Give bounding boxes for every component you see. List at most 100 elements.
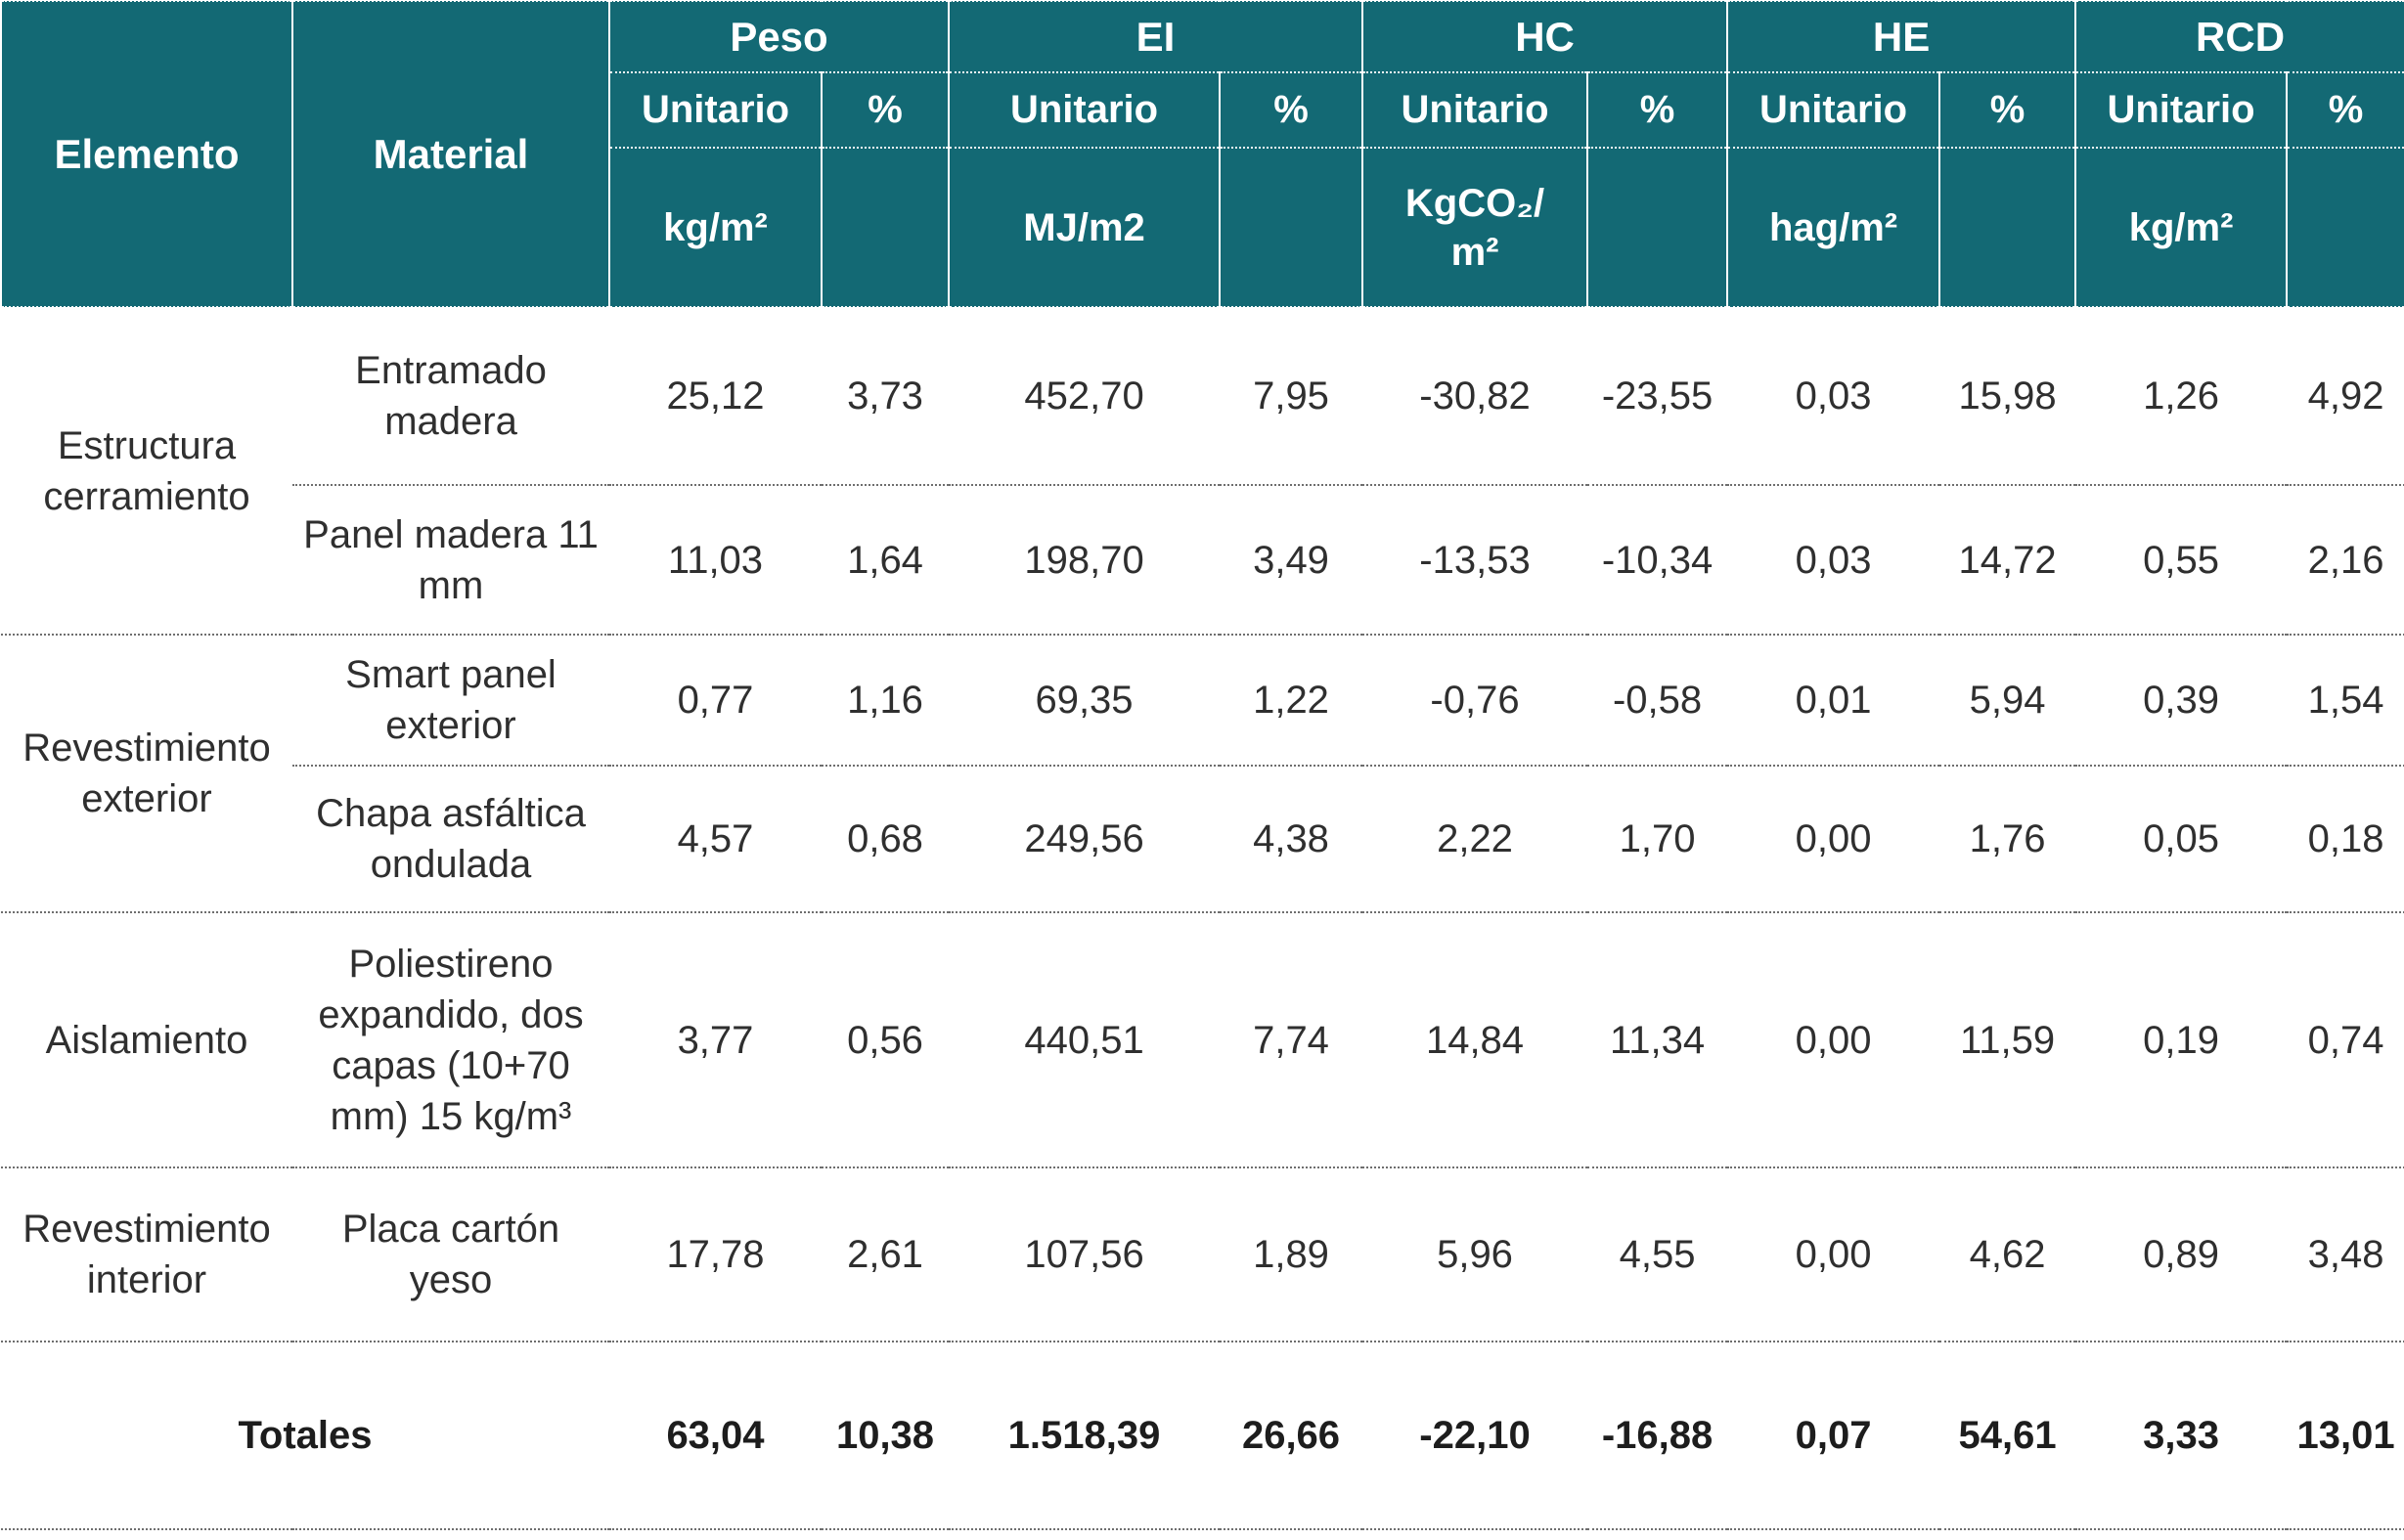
subheader-unitario-hc: Unitario bbox=[1361, 71, 1589, 148]
value-cell: -0,58 bbox=[1587, 634, 1728, 766]
totals-value-cell: 54,61 bbox=[1939, 1341, 2076, 1530]
header-row-sub: Unitario % Unitario % Unitario % Unitari… bbox=[1, 71, 2404, 148]
value-cell: 198,70 bbox=[949, 484, 1221, 635]
value-cell: 3,49 bbox=[1220, 484, 1363, 635]
value-cell: 1,70 bbox=[1587, 765, 1728, 912]
value-cell: 0,89 bbox=[2075, 1166, 2288, 1342]
totals-value-cell: -16,88 bbox=[1587, 1341, 1728, 1530]
group-header-peso: Peso bbox=[607, 0, 951, 72]
element-cell: Aislamiento bbox=[1, 911, 292, 1167]
unit-he-percent-empty bbox=[1938, 147, 2077, 308]
value-cell: 4,38 bbox=[1220, 765, 1363, 912]
value-cell: 15,98 bbox=[1939, 307, 2076, 485]
element-cell: Estructura cerramiento bbox=[1, 307, 292, 635]
element-cell: Revestimiento exterior bbox=[1, 634, 292, 912]
unit-peso: kg/m² bbox=[608, 147, 823, 308]
subheader-percent-he: % bbox=[1938, 71, 2077, 148]
subheader-percent-peso: % bbox=[820, 71, 951, 148]
material-cell: Chapa asfáltica ondulada bbox=[292, 765, 609, 912]
material-cell: Entramado madera bbox=[292, 307, 609, 485]
value-cell: 14,84 bbox=[1362, 911, 1588, 1167]
table-header: Elemento Material Peso EI HC HE RCD Unit… bbox=[0, 0, 2404, 308]
subheader-percent-hc: % bbox=[1586, 71, 1729, 148]
subheader-percent-rcd: % bbox=[2286, 71, 2404, 148]
unit-ei: MJ/m2 bbox=[948, 147, 1222, 308]
value-cell: 11,59 bbox=[1939, 911, 2076, 1167]
value-cell: 4,57 bbox=[609, 765, 822, 912]
value-cell: 0,68 bbox=[822, 765, 950, 912]
totals-value-cell: 3,33 bbox=[2075, 1341, 2288, 1530]
value-cell: 5,96 bbox=[1362, 1166, 1588, 1342]
table-row: Panel madera 11 mm 11,03 1,64 198,70 3,4… bbox=[1, 484, 2404, 635]
value-cell: 0,18 bbox=[2287, 765, 2404, 912]
material-cell: Placa cartón yeso bbox=[292, 1166, 609, 1342]
totals-value-cell: 63,04 bbox=[609, 1341, 822, 1530]
totals-value-cell: 1.518,39 bbox=[949, 1341, 1221, 1530]
table-row: Chapa asfáltica ondulada 4,57 0,68 249,5… bbox=[1, 765, 2404, 912]
group-header-he: HE bbox=[1726, 0, 2077, 72]
totals-value-cell: 26,66 bbox=[1220, 1341, 1363, 1530]
group-header-hc: HC bbox=[1361, 0, 1729, 72]
value-cell: 17,78 bbox=[609, 1166, 822, 1342]
table-row: Estructura cerramiento Entramado madera … bbox=[1, 307, 2404, 635]
unit-hc-percent-empty bbox=[1586, 147, 1729, 308]
value-cell: 3,77 bbox=[609, 911, 822, 1167]
header-row-groups: Elemento Material Peso EI HC HE RCD bbox=[0, 0, 2404, 308]
value-cell: 7,95 bbox=[1220, 307, 1363, 485]
table-row: Revestimiento exterior Smart panel exter… bbox=[1, 634, 2404, 912]
value-cell: 0,03 bbox=[1727, 307, 1940, 485]
totals-value-cell: 13,01 bbox=[2287, 1341, 2404, 1530]
totals-value-cell: -22,10 bbox=[1362, 1341, 1588, 1530]
value-cell: 0,39 bbox=[2075, 634, 2288, 766]
header-row-units: kg/m² MJ/m2 KgCO₂/m² hag/m² kg/m² bbox=[1, 147, 2404, 308]
value-cell: 1,22 bbox=[1220, 634, 1363, 766]
value-cell: 3,48 bbox=[2287, 1166, 2404, 1342]
unit-rcd: kg/m² bbox=[2074, 147, 2289, 308]
unit-hc-line2: m² bbox=[1450, 230, 1499, 274]
subheader-unitario-he: Unitario bbox=[1726, 71, 1941, 148]
value-cell: 25,12 bbox=[609, 307, 822, 485]
unit-hc: KgCO₂/m² bbox=[1361, 147, 1589, 308]
value-cell: 0,77 bbox=[609, 634, 822, 766]
subheader-percent-ei: % bbox=[1219, 71, 1364, 148]
value-cell: 7,74 bbox=[1220, 911, 1363, 1167]
value-cell: -0,76 bbox=[1362, 634, 1588, 766]
totals-row: Totales 63,04 10,38 1.518,39 26,66 -22,1… bbox=[1, 1341, 2404, 1530]
value-cell: 0,55 bbox=[2075, 484, 2288, 635]
value-cell: 1,16 bbox=[822, 634, 950, 766]
subheader-unitario-rcd: Unitario bbox=[2074, 71, 2289, 148]
value-cell: 69,35 bbox=[949, 634, 1221, 766]
value-cell: 0,00 bbox=[1727, 1166, 1940, 1342]
value-cell: 0,56 bbox=[822, 911, 950, 1167]
value-cell: 440,51 bbox=[949, 911, 1221, 1167]
group-header-ei: EI bbox=[948, 0, 1364, 72]
value-cell: -10,34 bbox=[1587, 484, 1728, 635]
unit-rcd-percent-empty bbox=[2286, 147, 2404, 308]
value-cell: 107,56 bbox=[949, 1166, 1221, 1342]
value-cell: 0,74 bbox=[2287, 911, 2404, 1167]
value-cell: 3,73 bbox=[822, 307, 950, 485]
value-cell: 0,00 bbox=[1727, 911, 1940, 1167]
header-elemento: Elemento bbox=[0, 0, 293, 308]
value-cell: 0,05 bbox=[2075, 765, 2288, 912]
value-cell: 0,00 bbox=[1727, 765, 1940, 912]
totals-value-cell: 10,38 bbox=[822, 1341, 950, 1530]
value-cell: 1,89 bbox=[1220, 1166, 1363, 1342]
material-cell: Poliestireno expandido, dos capas (10+70… bbox=[292, 911, 609, 1167]
unit-peso-percent-empty bbox=[820, 147, 951, 308]
value-cell: 4,62 bbox=[1939, 1166, 2076, 1342]
value-cell: -30,82 bbox=[1362, 307, 1588, 485]
subheader-unitario-peso: Unitario bbox=[608, 71, 823, 148]
value-cell: -13,53 bbox=[1362, 484, 1588, 635]
material-cell: Panel madera 11 mm bbox=[292, 484, 609, 635]
unit-he: hag/m² bbox=[1726, 147, 1941, 308]
totals-value-cell: 0,07 bbox=[1727, 1341, 1940, 1530]
unit-ei-percent-empty bbox=[1219, 147, 1364, 308]
material-cell: Smart panel exterior bbox=[292, 634, 609, 766]
value-cell: 2,16 bbox=[2287, 484, 2404, 635]
table-row: Aislamiento Poliestireno expandido, dos … bbox=[1, 911, 2404, 1167]
value-cell: 11,34 bbox=[1587, 911, 1728, 1167]
subheader-unitario-ei: Unitario bbox=[948, 71, 1222, 148]
